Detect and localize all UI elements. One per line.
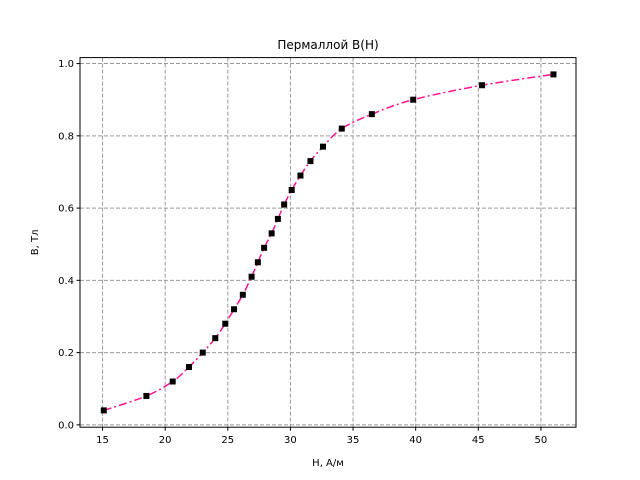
- x-tick-label: 35: [347, 435, 360, 446]
- x-tick-label: 25: [221, 435, 234, 446]
- x-tick-label: 15: [96, 435, 109, 446]
- data-point: [281, 201, 288, 208]
- y-tick-label: 0.0: [58, 420, 74, 431]
- data-point: [268, 230, 275, 237]
- data-point: [248, 273, 255, 280]
- data-point: [261, 244, 268, 251]
- x-tick-label: 20: [159, 435, 172, 446]
- y-tick-label: 0.8: [58, 131, 74, 142]
- y-axis-label: B, Тл: [30, 230, 41, 256]
- chart-title: Пермаллой B(H): [277, 38, 378, 52]
- x-axis: 15 20 25 30 35 40 45 50: [96, 427, 547, 446]
- x-tick-label: 45: [472, 435, 485, 446]
- data-point: [100, 407, 107, 414]
- data-point: [254, 259, 261, 266]
- x-axis-label: H, А/м: [312, 458, 344, 469]
- data-point: [143, 392, 150, 399]
- series-layer: [100, 71, 557, 414]
- y-tick-label: 0.2: [58, 348, 74, 359]
- y-tick-label: 0.6: [58, 204, 74, 215]
- data-point: [199, 349, 206, 356]
- data-point: [338, 125, 345, 132]
- data-point: [185, 364, 192, 371]
- data-point: [169, 378, 176, 385]
- data-point: [319, 143, 326, 150]
- x-tick-label: 50: [535, 435, 548, 446]
- y-axis: 0.0 0.2 0.4 0.6 0.8 1.0: [58, 59, 80, 431]
- data-point: [297, 172, 304, 179]
- data-point: [239, 291, 246, 298]
- data-point: [222, 320, 229, 327]
- plot-frame: [79, 57, 577, 428]
- data-point: [288, 187, 295, 194]
- y-tick-label: 0.4: [58, 276, 74, 287]
- x-tick-label: 40: [409, 435, 422, 446]
- data-point: [274, 215, 281, 222]
- x-tick-label: 30: [284, 435, 297, 446]
- grid: [80, 57, 576, 428]
- y-tick-label: 1.0: [58, 59, 74, 70]
- data-point: [212, 335, 219, 342]
- data-point: [368, 111, 375, 118]
- data-point: [307, 158, 314, 165]
- data-point: [410, 96, 417, 103]
- data-point: [550, 71, 557, 78]
- data-point: [231, 306, 238, 313]
- data-point: [479, 82, 486, 89]
- series-line: [103, 73, 554, 412]
